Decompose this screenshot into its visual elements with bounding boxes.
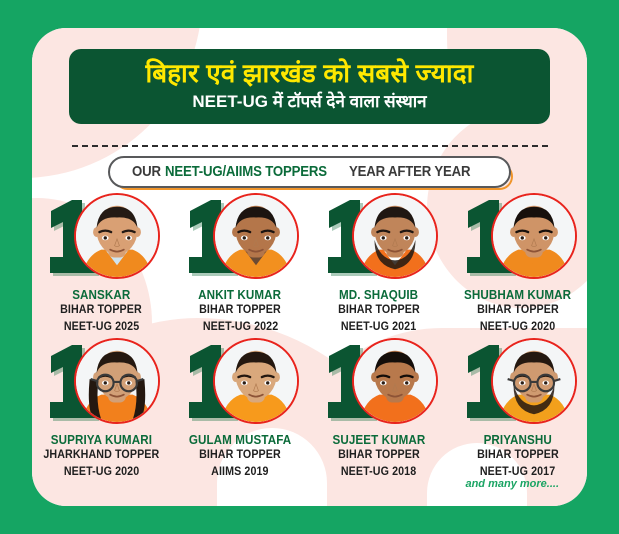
topper-photo (215, 340, 298, 422)
topper-photo-ring (490, 193, 577, 279)
md-shaquib-photo (353, 195, 436, 277)
topper-name: SANSKAR (72, 288, 131, 302)
header-dashed-divider (72, 145, 548, 147)
topper-exam: NEET-UG 2020 (479, 320, 556, 333)
topper-card: SHUBHAM KUMAR BIHAR TOPPER NEET-UG 2020 (454, 193, 582, 335)
topper-name: MD. SHAQUIB (339, 288, 419, 302)
topper-exam: NEET-UG 2018 (341, 465, 417, 478)
topper-exam: NEET-UG 2025 (63, 320, 140, 333)
topper-exam: NEET-UG 2021 (341, 320, 417, 333)
topper-photo-ring (213, 193, 300, 279)
topper-name: GULAM MUSTAFA (188, 433, 292, 447)
gulam-mustafa-photo (215, 340, 298, 422)
topper-photo (353, 195, 436, 277)
topper-photo (492, 195, 575, 277)
topper-exam: NEET-UG 2022 (202, 320, 278, 333)
subtitle-pill: OUR NEET-UG/AIIMS TOPPERS YEAR AFTER YEA… (108, 156, 514, 190)
rank-number-ten (320, 193, 438, 281)
toppers-row-one: SANSKAR BIHAR TOPPER NEET-UG 2025 (32, 193, 587, 335)
topper-photo (76, 340, 159, 422)
topper-card: SANSKAR BIHAR TOPPER NEET-UG 2025 (37, 193, 165, 335)
topper-name: PRIYANSHU (483, 433, 552, 447)
poster-title-primary: बिहार एवं झारखंड को सबसे ज्यादा (145, 58, 474, 88)
subtitle-suffix: YEAR AFTER YEAR (348, 163, 471, 180)
topper-state: BIHAR TOPPER (60, 304, 143, 316)
topper-name: SUJEET KUMAR (332, 433, 426, 447)
rank-number-ten (181, 193, 300, 281)
topper-name: SUPRIYA KUMARI (50, 433, 152, 447)
topper-state: BIHAR TOPPER (476, 449, 559, 461)
topper-state: BIHAR TOPPER (337, 304, 420, 316)
supriya-kumari-photo (76, 340, 159, 422)
rank-number-ten (42, 338, 161, 426)
shubham-kumar-photo (492, 195, 575, 277)
topper-name: ANKIT KUMAR (198, 288, 282, 302)
topper-photo-ring (490, 338, 577, 424)
topper-photo (492, 340, 575, 422)
topper-photo (76, 195, 159, 277)
sujeet-kumar-photo (353, 340, 436, 422)
topper-state: BIHAR TOPPER (476, 304, 559, 316)
rank-number-ten (320, 338, 438, 426)
topper-name: SHUBHAM KUMAR (464, 288, 572, 302)
topper-state: BIHAR TOPPER (337, 449, 420, 461)
topper-photo-ring (351, 338, 438, 424)
topper-card: GULAM MUSTAFA BIHAR TOPPER AIIMS 2019 (176, 338, 304, 480)
topper-card: SUJEET KUMAR BIHAR TOPPER NEET-UG 2018 (315, 338, 443, 480)
topper-photo-ring (74, 338, 161, 424)
topper-state: JHARKHAND TOPPER (43, 449, 160, 461)
rank-number-ten (42, 193, 161, 281)
topper-card: ANKIT KUMAR BIHAR TOPPER NEET-UG 2022 (176, 193, 304, 335)
and-many-more-label: and many more.... (465, 478, 559, 490)
poster-title-secondary: NEET-UG में टॉपर्स देने वाला संस्थान (192, 91, 427, 111)
topper-photo (215, 195, 298, 277)
toppers-row-two: SUPRIYA KUMARI JHARKHAND TOPPER NEET-UG … (32, 338, 587, 480)
topper-photo-ring (213, 338, 300, 424)
sanskar-photo (76, 195, 159, 277)
poster-card: बिहार एवं झारखंड को सबसे ज्यादा NEET-UG … (32, 28, 587, 506)
poster-content: बिहार एवं झारखंड को सबसे ज्यादा NEET-UG … (32, 28, 587, 506)
topper-exam: NEET-UG 2020 (63, 465, 140, 478)
topper-state: BIHAR TOPPER (199, 304, 281, 316)
topper-photo-ring (74, 193, 161, 279)
priyanshu-photo (492, 340, 575, 422)
ankit-kumar-photo (215, 195, 298, 277)
topper-exam: AIIMS 2019 (211, 465, 269, 478)
subtitle-highlight: NEET-UG/AIIMS TOPPERS (164, 163, 327, 180)
subtitle-prefix: OUR (132, 163, 162, 180)
rank-number-ten (181, 338, 300, 426)
topper-photo (353, 340, 436, 422)
topper-photo-ring (351, 193, 438, 279)
topper-state: BIHAR TOPPER (199, 449, 281, 461)
topper-card: MD. SHAQUIB BIHAR TOPPER NEET-UG 2021 (315, 193, 443, 335)
subtitle-container: OUR NEET-UG/AIIMS TOPPERS YEAR AFTER YEA… (32, 156, 587, 190)
rank-number-ten (459, 193, 577, 281)
header-banner: बिहार एवं झारखंड को सबसे ज्यादा NEET-UG … (69, 49, 550, 124)
topper-card: PRIYANSHU BIHAR TOPPER NEET-UG 2017 (454, 338, 582, 480)
rank-number-ten (459, 338, 577, 426)
topper-card: SUPRIYA KUMARI JHARKHAND TOPPER NEET-UG … (37, 338, 165, 480)
